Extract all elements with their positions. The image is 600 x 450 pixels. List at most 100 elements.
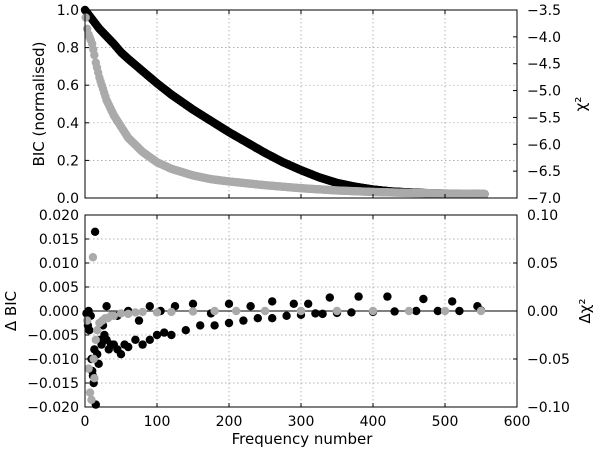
- bottom-series-1-point: [368, 306, 378, 316]
- bottom-series-1-point: [440, 306, 450, 316]
- top-y2-tick-label: −5.5: [527, 110, 561, 126]
- bottom-series-1-point: [93, 326, 102, 335]
- bottom-y2-tick-label: 0.00: [527, 304, 558, 320]
- bottom-series-0-point: [239, 316, 248, 325]
- top-y-tick-label: 0.8: [57, 41, 79, 57]
- bottom-series-0-point: [224, 318, 234, 328]
- bottom-series-1-point: [87, 395, 96, 404]
- top-y2-tick-label: −3.5: [527, 3, 561, 19]
- bottom-y-tick-label: 0.005: [39, 280, 79, 296]
- bottom-series-1-point: [116, 309, 126, 318]
- top-series-1-point: [97, 81, 107, 90]
- bottom-series-0-point: [448, 297, 457, 306]
- top-y-tick-label: 0.0: [57, 191, 79, 207]
- bottom-series-0-point: [311, 309, 320, 318]
- bottom-y2-tick-label: −0.05: [527, 352, 570, 368]
- bottom-series-0-point: [102, 302, 111, 311]
- bottom-y-axis-label: Δ BIC: [2, 291, 20, 331]
- bottom-series-0-point: [181, 326, 190, 335]
- bottom-series-0-point: [145, 302, 154, 311]
- bottom-series-0-point: [419, 294, 428, 304]
- bottom-ticks: 0 100 200 300 400 500 600 −0.020 −0.015 −0.010 −0.…: [27, 208, 570, 430]
- x-tick-label: 500: [432, 414, 459, 430]
- bottom-panel: 0 100 200 300 400 500 600 −0.020 −0.015 −0.010 −0.…: [2, 208, 594, 448]
- bottom-series-1-point: [109, 311, 119, 320]
- x-axis-label: Frequency number: [232, 430, 374, 448]
- bottom-series-1-point: [232, 306, 241, 316]
- bottom-series-0-point: [412, 306, 421, 316]
- bottom-series-0-point: [167, 330, 176, 340]
- x-tick-label: 600: [504, 414, 531, 430]
- bottom-y2-tick-label: −0.10: [527, 400, 570, 416]
- top-y2-tick-label: −6.0: [527, 137, 561, 153]
- x-tick-label: 0: [81, 414, 90, 430]
- bottom-series-1-point: [138, 307, 147, 317]
- top-panel: 0.0 0.2 0.4 0.6 0.8 1.0 −7.0 −6.5 −6.0 −5.5 −5.0 −4…: [30, 3, 590, 207]
- top-y2-axis-label: χ²: [572, 97, 590, 112]
- bottom-series-1-point: [84, 364, 93, 373]
- bottom-series-0-point: [224, 299, 234, 308]
- bottom-series-0-point: [188, 299, 198, 308]
- bottom-series-0-point: [433, 306, 442, 316]
- bottom-series-0-point: [160, 328, 169, 337]
- bottom-series-0-point: [116, 350, 126, 359]
- top-y-axis-label: BIC (normalised): [30, 42, 48, 167]
- bottom-series-1-point: [296, 306, 306, 316]
- bottom-series-0-point: [354, 292, 363, 301]
- bottom-series-0-point: [145, 335, 154, 344]
- bottom-series-1-point: [404, 306, 414, 316]
- top-series-1-point: [89, 45, 98, 54]
- top-y2-tick-label: −7.0: [527, 191, 561, 207]
- top-y2-tick-label: −6.5: [527, 164, 561, 180]
- bottom-scatter-points: [82, 227, 486, 409]
- bottom-series-0-point: [325, 293, 334, 302]
- top-y2-tick-label: −4.0: [527, 30, 561, 46]
- top-y2-tick-label: −4.5: [527, 57, 561, 73]
- top-series-1-point: [85, 33, 94, 42]
- x-tick-label: 400: [360, 414, 387, 430]
- bottom-series-0-point: [268, 297, 277, 306]
- top-y-tick-label: 1.0: [57, 3, 79, 19]
- bottom-series-0-point: [253, 314, 262, 323]
- top-y2-tick-label: −5.0: [527, 84, 561, 100]
- top-series-1-point: [479, 189, 488, 199]
- bottom-y-tick-label: 0.000: [39, 304, 79, 320]
- bottom-series-0-point: [318, 309, 327, 319]
- bottom-y-tick-label: −0.005: [27, 328, 79, 344]
- top-y-tick-label: 0.4: [57, 116, 79, 132]
- bottom-series-1-point: [332, 306, 342, 316]
- bottom-series-1-point: [89, 354, 98, 364]
- bottom-series-0-point: [196, 321, 205, 330]
- bottom-series-0-point: [304, 299, 313, 308]
- bottom-y2-axis-label: Δχ²: [576, 299, 594, 324]
- bottom-series-1-point: [260, 306, 270, 316]
- bottom-series-1-point: [124, 309, 133, 319]
- bottom-series-0-point: [289, 299, 298, 308]
- bottom-series-0-point: [134, 316, 144, 325]
- bottom-series-0-point: [90, 227, 100, 236]
- bottom-series-1-point: [188, 307, 198, 316]
- top-series-1-point: [81, 13, 90, 22]
- top-y-tick-label: 0.6: [57, 78, 79, 94]
- bottom-series-1-point: [131, 308, 140, 317]
- bottom-series-1-point: [152, 308, 162, 317]
- bottom-series-1-point: [88, 253, 98, 262]
- bottom-y-tick-label: 0.015: [39, 232, 79, 248]
- bottom-series-0-point: [124, 342, 133, 352]
- top-y-tick-label: 0.2: [57, 153, 79, 169]
- x-tick-label: 200: [216, 414, 243, 430]
- bottom-series-0-point: [246, 302, 255, 311]
- bottom-series-1-point: [476, 306, 486, 316]
- bottom-series-1-point: [82, 316, 92, 325]
- x-tick-label: 300: [288, 414, 315, 430]
- top-ticks: 0.0 0.2 0.4 0.6 0.8 1.0 −7.0 −6.5 −6.0 −5.5 −5.0 −4…: [57, 3, 561, 207]
- bottom-series-0-point: [455, 306, 464, 316]
- bottom-y-tick-label: 0.020: [39, 208, 79, 224]
- bottom-y-tick-label: −0.020: [27, 400, 79, 416]
- bottom-series-1-point: [167, 307, 176, 317]
- bottom-series-0-point: [383, 292, 392, 301]
- top-scatter-points: [80, 5, 489, 199]
- bottom-series-0-point: [390, 307, 399, 316]
- top-series-1-point: [94, 68, 103, 77]
- x-tick-label: 100: [144, 414, 171, 430]
